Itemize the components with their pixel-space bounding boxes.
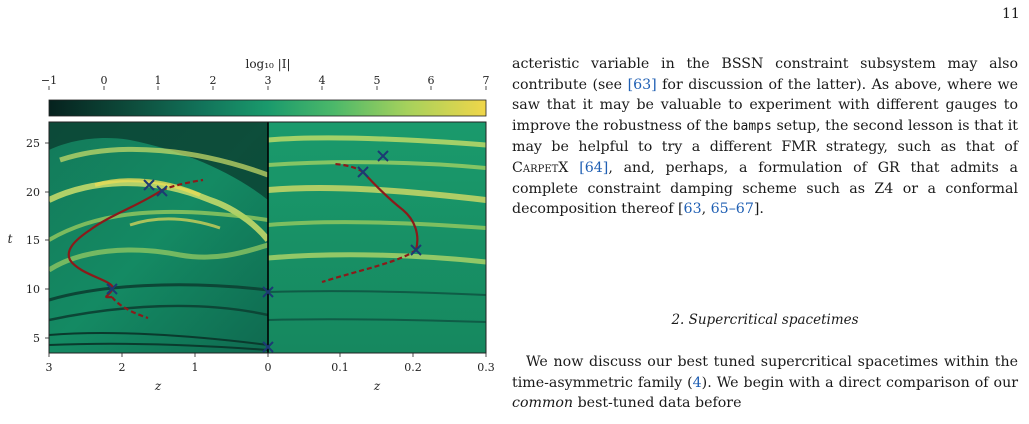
colorbar-ticks: −1 0 1 2 3 4 5 6 7 — [41, 74, 490, 87]
paragraph-1: acteristic variable in the BSSN constrai… — [512, 54, 1018, 220]
colorbar-tick: 7 — [483, 74, 490, 87]
paragraph-body: acteristic variable in the BSSN constrai… — [512, 54, 1018, 220]
right-dashed-curve-bottom — [321, 249, 417, 284]
colorbar — [48, 99, 487, 117]
x-tick-right: 0.2 — [404, 361, 422, 374]
x-markers — [106, 150, 422, 353]
y-axis-label: t — [8, 232, 13, 246]
x-marker — [156, 185, 168, 197]
y-tick: 25 — [26, 137, 40, 150]
x-tick-left: 3 — [46, 361, 53, 374]
colorbar-label: log₁₀ |I| — [245, 57, 290, 71]
x-marker — [143, 179, 155, 191]
emphasis-text: common — [512, 395, 574, 412]
x-tick-right: 0.1 — [331, 361, 349, 374]
left-solid-curve — [67, 189, 163, 299]
text-run: , and, perhaps, a formulation of GR that… — [512, 159, 1018, 218]
y-tick: 10 — [26, 283, 40, 296]
citation-link[interactable]: [64] — [579, 159, 609, 176]
x-marker — [377, 150, 389, 162]
text-run: setup, the second lesson is that it may … — [512, 117, 1018, 156]
colorbar-tick: 2 — [210, 74, 217, 87]
right-solid-curve — [362, 171, 419, 251]
paragraph-2: We now discuss our best tuned supercriti… — [512, 352, 1018, 414]
colorbar-tick: 6 — [428, 74, 435, 87]
colorbar-tick: 0 — [101, 74, 108, 87]
x-axis-label-right: z — [373, 379, 381, 393]
y-tick: 5 — [33, 332, 40, 345]
citation-link[interactable]: 65–67 — [710, 201, 754, 218]
x-tick-left: 1 — [192, 361, 199, 374]
y-tick: 20 — [26, 186, 40, 199]
citation-link[interactable]: [63] — [627, 76, 657, 93]
colorbar-tick: 5 — [374, 74, 381, 87]
colorbar-tick: 3 — [265, 74, 272, 87]
colorbar-tick: 4 — [319, 74, 326, 87]
left-panel-heatmap — [49, 122, 268, 353]
text-run: best-tuned data before — [573, 395, 742, 412]
x-tick-left: 2 — [119, 361, 126, 374]
page-number: 11 — [1002, 6, 1020, 22]
x-marker — [357, 166, 369, 178]
x-axis-label-left: z — [154, 379, 162, 393]
citation-link[interactable]: 4 — [692, 374, 702, 391]
left-dashed-curve-bottom — [111, 296, 149, 320]
text-run: acteristic variable in the BSSN constrai… — [512, 56, 1018, 93]
x-marker — [106, 283, 118, 295]
x-marker — [262, 341, 274, 353]
smallcaps-text: CarpetX — [512, 159, 569, 176]
text-run: ]. — [753, 201, 764, 218]
colorbar-tick: 1 — [155, 74, 162, 87]
paragraph-2-body: We now discuss our best tuned supercriti… — [512, 352, 1018, 414]
text-run: ). We begin with a direct comparison of … — [701, 374, 1018, 391]
right-panel-heatmap — [268, 122, 486, 353]
y-tick: 15 — [26, 234, 40, 247]
text-run — [568, 160, 579, 176]
code-text: bamps — [732, 118, 772, 134]
x-tick-right: 0.3 — [477, 361, 495, 374]
text-run: We now discuss our best tuned supercriti… — [512, 354, 1018, 391]
citation-link[interactable]: 63 — [683, 201, 702, 218]
x-marker — [410, 244, 422, 256]
x-tick-left: 0 — [265, 361, 272, 374]
text-run: for discussion of the latter). As above,… — [512, 76, 1019, 134]
text-run: , — [701, 201, 711, 218]
x-marker — [262, 286, 274, 298]
figure-log-intensity-plot: log₁₀ |I| −1 0 1 2 3 4 5 6 7 — [0, 0, 500, 424]
section-heading: 2. Supercritical spacetimes — [671, 312, 859, 328]
colorbar-tick: −1 — [41, 74, 57, 87]
